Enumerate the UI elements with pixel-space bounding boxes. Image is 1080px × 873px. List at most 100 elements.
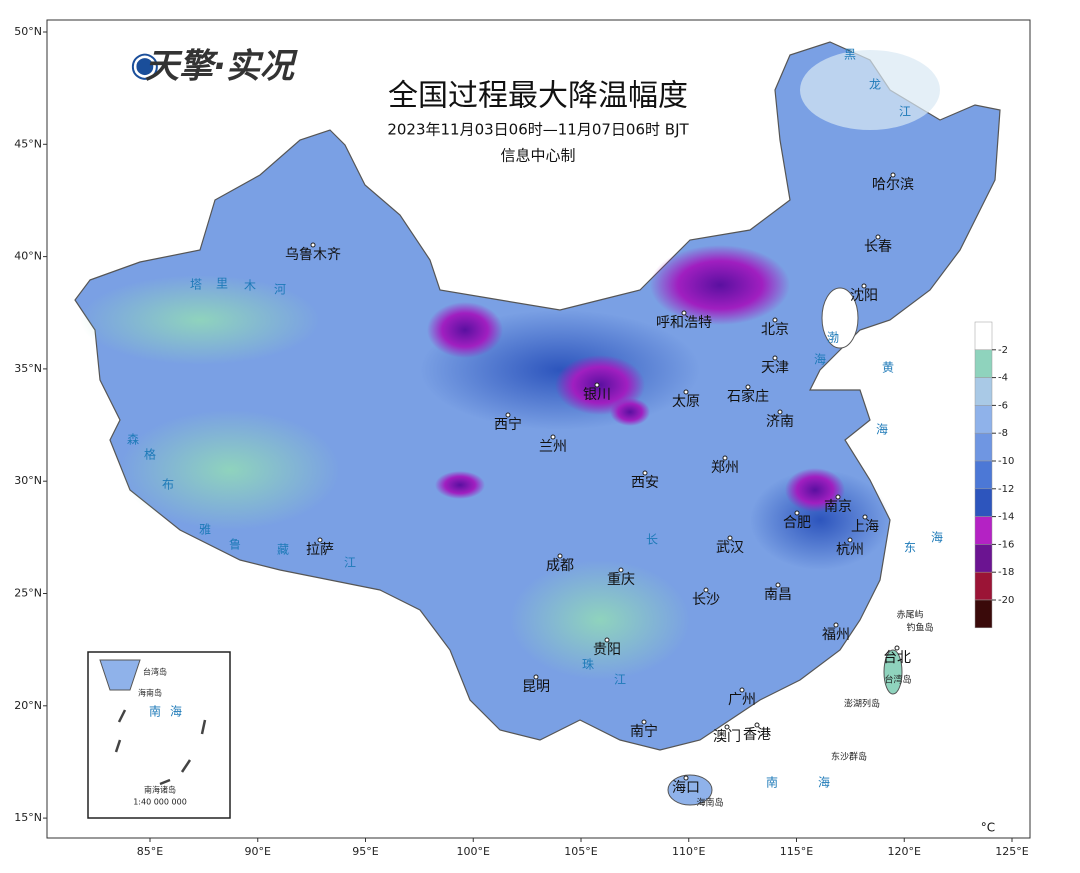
city-label: 南京 bbox=[824, 499, 852, 515]
city-marker bbox=[683, 775, 689, 781]
inset-label: 海南岛 bbox=[138, 688, 162, 698]
legend-unit: °C bbox=[981, 821, 995, 835]
water-label: 江 bbox=[614, 673, 626, 687]
city-label: 昆明 bbox=[522, 679, 550, 695]
inset-label: 1:40 000 000 bbox=[133, 798, 187, 807]
city-label: 北京 bbox=[761, 322, 789, 338]
water-label: 木 bbox=[244, 279, 256, 293]
map-source: 信息中心制 bbox=[500, 147, 575, 165]
city-marker bbox=[594, 382, 600, 388]
inset-map bbox=[87, 651, 231, 819]
legend-swatch bbox=[974, 599, 993, 629]
city-marker bbox=[557, 553, 563, 559]
legend-tick-label: -2 bbox=[998, 345, 1008, 356]
x-tick-label: 105°E bbox=[564, 845, 597, 858]
legend-swatch bbox=[974, 321, 993, 351]
city-marker bbox=[775, 582, 781, 588]
city-label: 南昌 bbox=[764, 587, 792, 603]
city-marker bbox=[777, 409, 783, 415]
x-tick-label: 115°E bbox=[780, 845, 813, 858]
water-label: 海 bbox=[818, 775, 830, 790]
legend-swatch bbox=[974, 571, 993, 601]
legend-swatch bbox=[974, 544, 993, 573]
city-label: 乌鲁木齐 bbox=[285, 247, 341, 263]
city-label: 澳门 bbox=[713, 729, 741, 745]
city-marker bbox=[875, 234, 881, 240]
y-tick-label: 30°N bbox=[14, 474, 42, 487]
map-subtitle: 2023年11月03日06时—11月07日06时 BJT bbox=[387, 121, 689, 139]
logo-icon: ◉ bbox=[130, 45, 160, 85]
city-label: 成都 bbox=[546, 558, 574, 574]
x-tick-label: 120°E bbox=[888, 845, 921, 858]
city-label: 长春 bbox=[864, 239, 892, 255]
water-label: 塔 bbox=[190, 278, 202, 292]
city-label: 贵阳 bbox=[593, 642, 621, 658]
water-label: 藏 bbox=[277, 543, 289, 557]
y-tick-label: 15°N bbox=[14, 811, 42, 824]
legend-swatch bbox=[974, 377, 993, 406]
legend-tick-label: -16 bbox=[998, 539, 1014, 550]
city-marker bbox=[890, 172, 896, 178]
city-label: 太原 bbox=[672, 394, 700, 410]
map-title: 全国过程最大降温幅度 bbox=[388, 79, 688, 114]
city-label: 南宁 bbox=[630, 723, 658, 740]
city-marker bbox=[681, 310, 687, 316]
city-label: 福州 bbox=[822, 627, 850, 643]
inset-label: 台湾岛 bbox=[143, 667, 167, 677]
city-marker bbox=[550, 434, 556, 440]
legend-swatch bbox=[974, 488, 993, 517]
water-label: 雅 bbox=[199, 522, 211, 537]
city-label: 杭州 bbox=[836, 542, 864, 558]
city-marker bbox=[833, 622, 839, 628]
legend-tick-label: -12 bbox=[998, 484, 1014, 495]
city-marker bbox=[310, 242, 316, 248]
city-label: 广州 bbox=[728, 692, 756, 708]
city-label: 海口 bbox=[672, 780, 700, 796]
place-label: 台湾岛 bbox=[884, 674, 911, 686]
water-label: 黑 bbox=[844, 48, 856, 62]
x-tick-label: 95°E bbox=[352, 845, 378, 858]
city-label: 沈阳 bbox=[850, 288, 878, 304]
y-tick-label: 50°N bbox=[14, 25, 42, 38]
city-marker bbox=[772, 355, 778, 361]
water-label: 里 bbox=[216, 277, 228, 291]
logo-text: 天擎·实况 bbox=[145, 47, 298, 87]
city-label: 长沙 bbox=[692, 592, 720, 608]
legend-tick-label: -20 bbox=[998, 595, 1014, 606]
legend-tick-label: -10 bbox=[998, 456, 1014, 467]
water-label: 东 bbox=[904, 541, 916, 555]
place-label: 海南岛 bbox=[696, 797, 723, 809]
city-marker bbox=[533, 674, 539, 680]
city-label: 兰州 bbox=[539, 439, 567, 455]
water-label: 长 bbox=[646, 533, 658, 547]
legend-tick-label: -14 bbox=[998, 512, 1014, 523]
city-marker bbox=[505, 412, 511, 418]
legend-tick-label: -4 bbox=[998, 373, 1008, 384]
place-label: 东沙群岛 bbox=[831, 751, 867, 763]
legend-swatch bbox=[974, 405, 993, 434]
y-tick-label: 20°N bbox=[14, 699, 42, 712]
city-marker bbox=[754, 722, 760, 728]
city-label: 拉萨 bbox=[306, 542, 334, 558]
place-label: 赤尾屿 bbox=[896, 610, 923, 621]
city-marker bbox=[641, 719, 647, 725]
legend-swatch bbox=[974, 349, 993, 378]
y-tick-label: 35°N bbox=[14, 362, 42, 375]
water-label: 森 bbox=[127, 432, 139, 447]
city-marker bbox=[745, 384, 751, 390]
city-label: 银川 bbox=[583, 387, 611, 403]
city-label: 上海 bbox=[851, 519, 879, 535]
water-label: 南 bbox=[766, 775, 778, 790]
water-label: 珠 bbox=[582, 658, 594, 672]
place-label: 钓鱼岛 bbox=[906, 622, 933, 634]
city-marker bbox=[727, 535, 733, 541]
water-label: 黄 bbox=[882, 361, 894, 375]
city-marker bbox=[894, 645, 900, 651]
y-tick-label: 40°N bbox=[14, 250, 42, 263]
legend-tick-label: -6 bbox=[998, 400, 1008, 411]
water-label: 布 bbox=[162, 478, 174, 492]
city-marker bbox=[317, 537, 323, 543]
x-tick-label: 100°E bbox=[457, 845, 490, 858]
legend-swatch bbox=[974, 432, 993, 462]
